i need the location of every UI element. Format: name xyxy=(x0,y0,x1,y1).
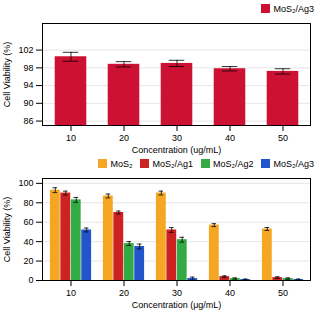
svg-text:86: 86 xyxy=(23,116,33,126)
svg-text:102: 102 xyxy=(18,45,33,55)
svg-text:40: 40 xyxy=(225,288,235,298)
html-text:MoS₂/Ag3: MoS₂/Ag3 xyxy=(273,158,314,169)
svg-text:20: 20 xyxy=(23,256,33,266)
html-text:MoS₂/Ag1: MoS₂/Ag1 xyxy=(152,158,193,169)
html-text:MoS₂: MoS₂ xyxy=(110,158,133,169)
svg-text:40: 40 xyxy=(23,237,33,247)
svg-text:94: 94 xyxy=(23,80,33,90)
svg-text:20: 20 xyxy=(119,133,129,143)
html-text:MoS₂/Ag2: MoS₂/Ag2 xyxy=(213,158,254,169)
svg-text:50: 50 xyxy=(278,288,288,298)
svg-text:20: 20 xyxy=(119,288,129,298)
svg-text:98: 98 xyxy=(23,63,33,73)
svg-text:90: 90 xyxy=(23,98,33,108)
svg-text:10: 10 xyxy=(66,133,76,143)
svg-text:50: 50 xyxy=(278,133,288,143)
svg-text:10: 10 xyxy=(66,288,76,298)
svg-text:Cell Viability (%): Cell Viability (%) xyxy=(2,42,12,107)
svg-text:30: 30 xyxy=(172,133,182,143)
svg-text:60: 60 xyxy=(23,217,33,227)
svg-text:40: 40 xyxy=(225,133,235,143)
svg-text:80: 80 xyxy=(23,198,33,208)
svg-text:0: 0 xyxy=(28,275,33,285)
html-text:MoS₂/Ag3: MoS₂/Ag3 xyxy=(273,3,314,14)
svg-text:Concentration (ug/mL): Concentration (ug/mL) xyxy=(132,145,222,155)
svg-text:Concentration (μg/mL): Concentration (μg/mL) xyxy=(132,300,222,310)
svg-text:100: 100 xyxy=(18,178,33,188)
svg-text:Cell Viability (%): Cell Viability (%) xyxy=(2,197,12,262)
svg-text:30: 30 xyxy=(172,288,182,298)
